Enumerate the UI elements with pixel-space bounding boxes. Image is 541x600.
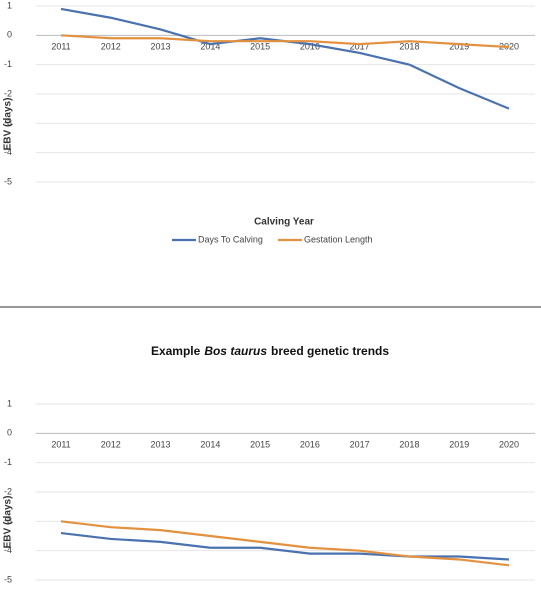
y-tick-label: -1 [4,59,12,69]
x-tick-label: 2013 [151,42,171,52]
x-tick-label: 2014 [200,440,220,450]
x-tick-label: 2015 [250,42,270,52]
legend-label: Days To Calving [198,234,263,244]
x-tick-label: 2018 [399,440,419,450]
y-tick-label: -5 [4,176,12,186]
x-tick-label: 2016 [300,42,320,52]
x-tick-label: 2015 [250,440,270,450]
y-tick-label: 0 [7,428,12,438]
series-line [60,531,510,561]
y-tick-label: 0 [7,30,12,40]
x-tick-label: 2020 [499,440,519,450]
x-tick-label: 2013 [151,440,171,450]
y-tick-label: -1 [4,457,12,467]
x-tick-label: 2011 [51,440,70,450]
title-part: Bos taurus [204,344,267,358]
x-tick-label: 2019 [449,440,469,450]
y-tick-label: -4 [4,147,12,157]
x-tick-label: 2012 [101,42,121,52]
y-tick-label: -5 [4,574,12,584]
y-tick-label: -3 [4,516,12,526]
series-line [60,520,510,567]
x-tick-label: 2019 [449,42,469,52]
x-tick-label: 2012 [101,440,121,450]
x-tick-label: 2016 [300,440,320,450]
chart-title: Example Bos taurus breed genetic trends [151,344,389,358]
title-part: breed genetic trends [271,344,389,358]
y-tick-label: -2 [4,486,12,496]
y-tick-label: 1 [7,0,12,10]
x-tick-label: 2018 [399,42,419,52]
y-axis-title: EBV (days) [3,496,14,549]
x-tick-label: 2017 [350,440,370,450]
x-axis-title: Calving Year [254,217,314,228]
y-tick-label: -4 [4,545,12,555]
y-tick-label: -2 [4,88,12,98]
x-tick-label: 2017 [350,42,370,52]
x-tick-label: 2014 [200,42,220,52]
legend-label: Gestation Length [304,234,373,244]
series-line [60,34,510,49]
y-tick-label: -3 [4,118,12,128]
y-axis-title: EBV (days) [3,98,14,151]
x-tick-label: 2011 [51,42,70,52]
title-part: Example [151,344,201,358]
y-tick-label: 1 [7,398,12,408]
